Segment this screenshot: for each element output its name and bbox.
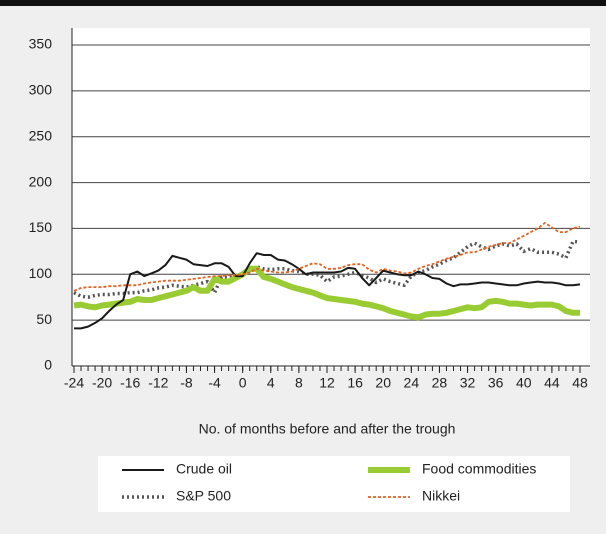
x-tick-label: 12 (319, 375, 335, 391)
x-tick-label: 16 (347, 375, 363, 391)
x-tick-label: -12 (148, 375, 168, 391)
x-axis-title: No. of months before and after the troug… (199, 421, 456, 437)
x-tick-label: 4 (267, 375, 275, 391)
x-tick-label: 8 (295, 375, 303, 391)
x-tick-label: 36 (488, 375, 504, 391)
legend-label: Crude oil (176, 461, 232, 477)
legend (98, 456, 570, 512)
x-tick-label: 44 (544, 375, 560, 391)
y-tick-label: 0 (44, 357, 52, 373)
x-tick-label: 28 (432, 375, 448, 391)
legend-label: Food commodities (422, 461, 536, 477)
y-tick-label: 250 (29, 127, 53, 143)
x-tick-label: 0 (239, 375, 247, 391)
x-tick-label: -8 (180, 375, 193, 391)
x-tick-label: -24 (64, 375, 84, 391)
series-line (73, 222, 581, 292)
x-tick-label: 24 (404, 375, 420, 391)
series-line (73, 265, 580, 321)
series-line (74, 252, 581, 330)
x-tick-label: 48 (572, 375, 588, 391)
top-bar (0, 0, 606, 6)
y-tick-label: 300 (29, 82, 53, 98)
y-tick-label: 100 (29, 265, 53, 281)
y-tick-label: 50 (36, 311, 52, 327)
x-tick-label: -16 (120, 375, 140, 391)
y-tick-label: 350 (29, 36, 53, 52)
legend-label: Nikkei (422, 488, 460, 504)
x-tick-label: 32 (460, 375, 476, 391)
x-tick-label: 40 (516, 375, 532, 391)
plot-area (72, 28, 590, 368)
x-tick-label: -20 (92, 375, 112, 391)
y-tick-label: 150 (29, 219, 53, 235)
series-line (73, 239, 581, 299)
legend-label: S&P 500 (176, 488, 231, 504)
x-tick-label: -4 (208, 375, 221, 391)
y-tick-label: 200 (29, 173, 53, 189)
x-tick-label: 20 (375, 375, 391, 391)
